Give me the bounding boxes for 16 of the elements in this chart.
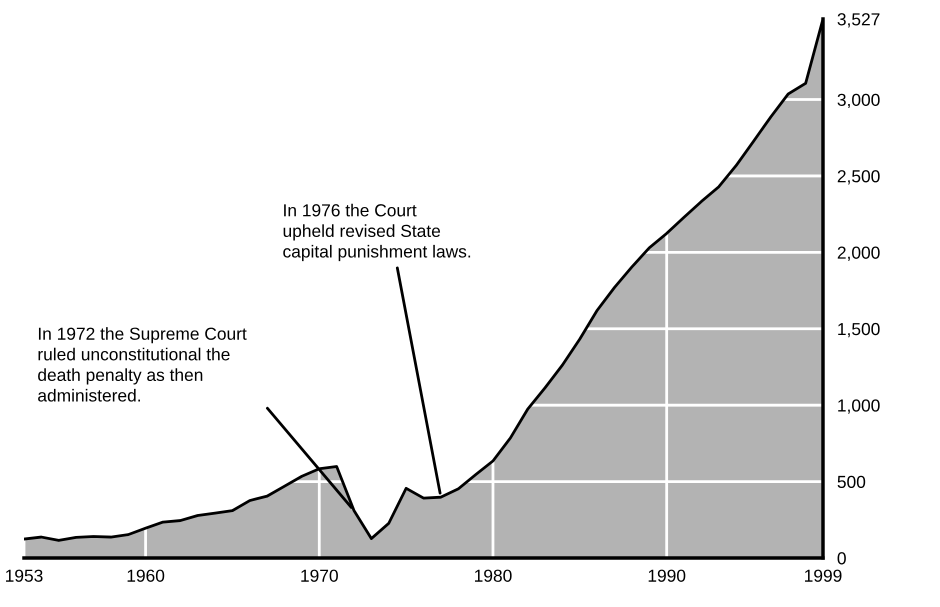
y-tick-label: 0 (838, 552, 846, 564)
y-tick-label: 3,000 (838, 94, 880, 108)
y-tick-label: 1,000 (838, 399, 880, 414)
y-tick-label: 3,527 (838, 13, 880, 28)
x-tick-label: 1970 (301, 570, 338, 582)
y-tick-label: 2,500 (838, 170, 880, 184)
y-tick-label: 500 (838, 476, 866, 488)
annotation: In 1976 the Court upheld revised State capital punishment laws. (283, 204, 470, 262)
x-tick-label: 1999 (805, 570, 842, 582)
x-tick-label: 1980 (474, 570, 512, 582)
y-tick-label: 1,500 (838, 322, 880, 338)
x-tick-label: 1990 (648, 570, 686, 582)
x-tick-label: 1960 (128, 570, 164, 582)
y-tick-label: 2,000 (838, 246, 880, 261)
x-tick-label: 1953 (6, 570, 43, 582)
annotation: In 1972 the Supreme Court ruled unconstitutional the death penalty as then administered. (38, 327, 247, 402)
